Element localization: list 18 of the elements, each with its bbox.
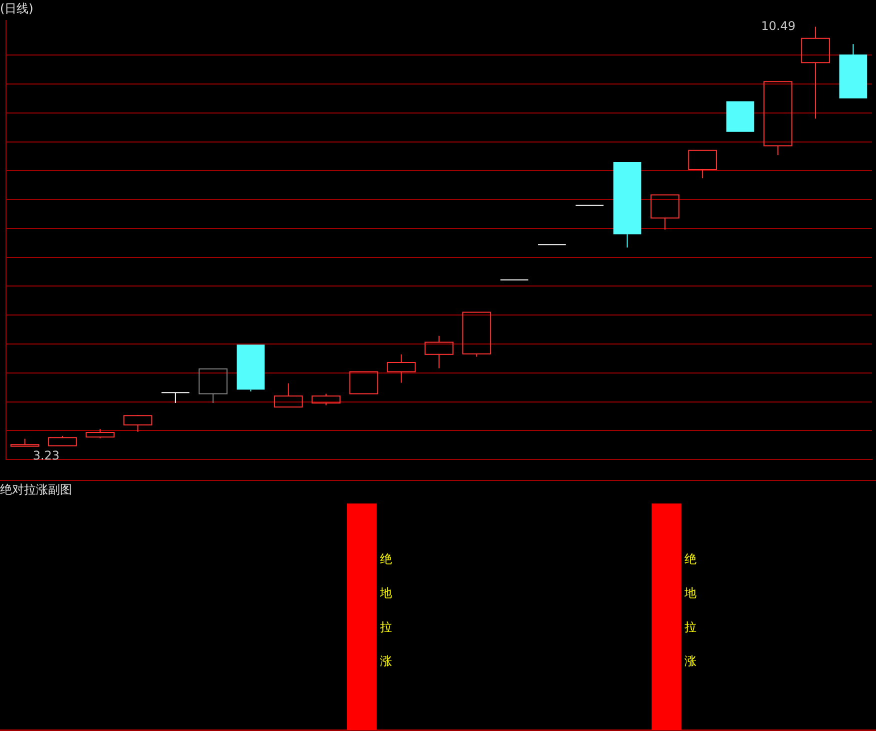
candlestick <box>198 368 228 404</box>
annotation: 10.49 <box>761 18 796 33</box>
candlestick <box>801 26 830 120</box>
candlestick <box>688 150 717 179</box>
candlestick <box>763 81 792 156</box>
annotation: 3.23 <box>32 448 60 462</box>
candlestick <box>386 354 416 384</box>
candlestick <box>274 382 303 408</box>
candlestick <box>650 194 680 230</box>
candlestick <box>613 162 642 248</box>
candlestick <box>839 44 868 98</box>
candlestick <box>424 335 454 369</box>
candlestick <box>236 344 265 392</box>
chart-title: (日线) <box>0 1 34 16</box>
text: 绝地拉涨 <box>684 552 697 668</box>
text: 绝地拉涨 <box>380 552 392 668</box>
candlestick <box>161 392 190 404</box>
chart-title: 绝对拉涨副图 <box>0 482 72 496</box>
